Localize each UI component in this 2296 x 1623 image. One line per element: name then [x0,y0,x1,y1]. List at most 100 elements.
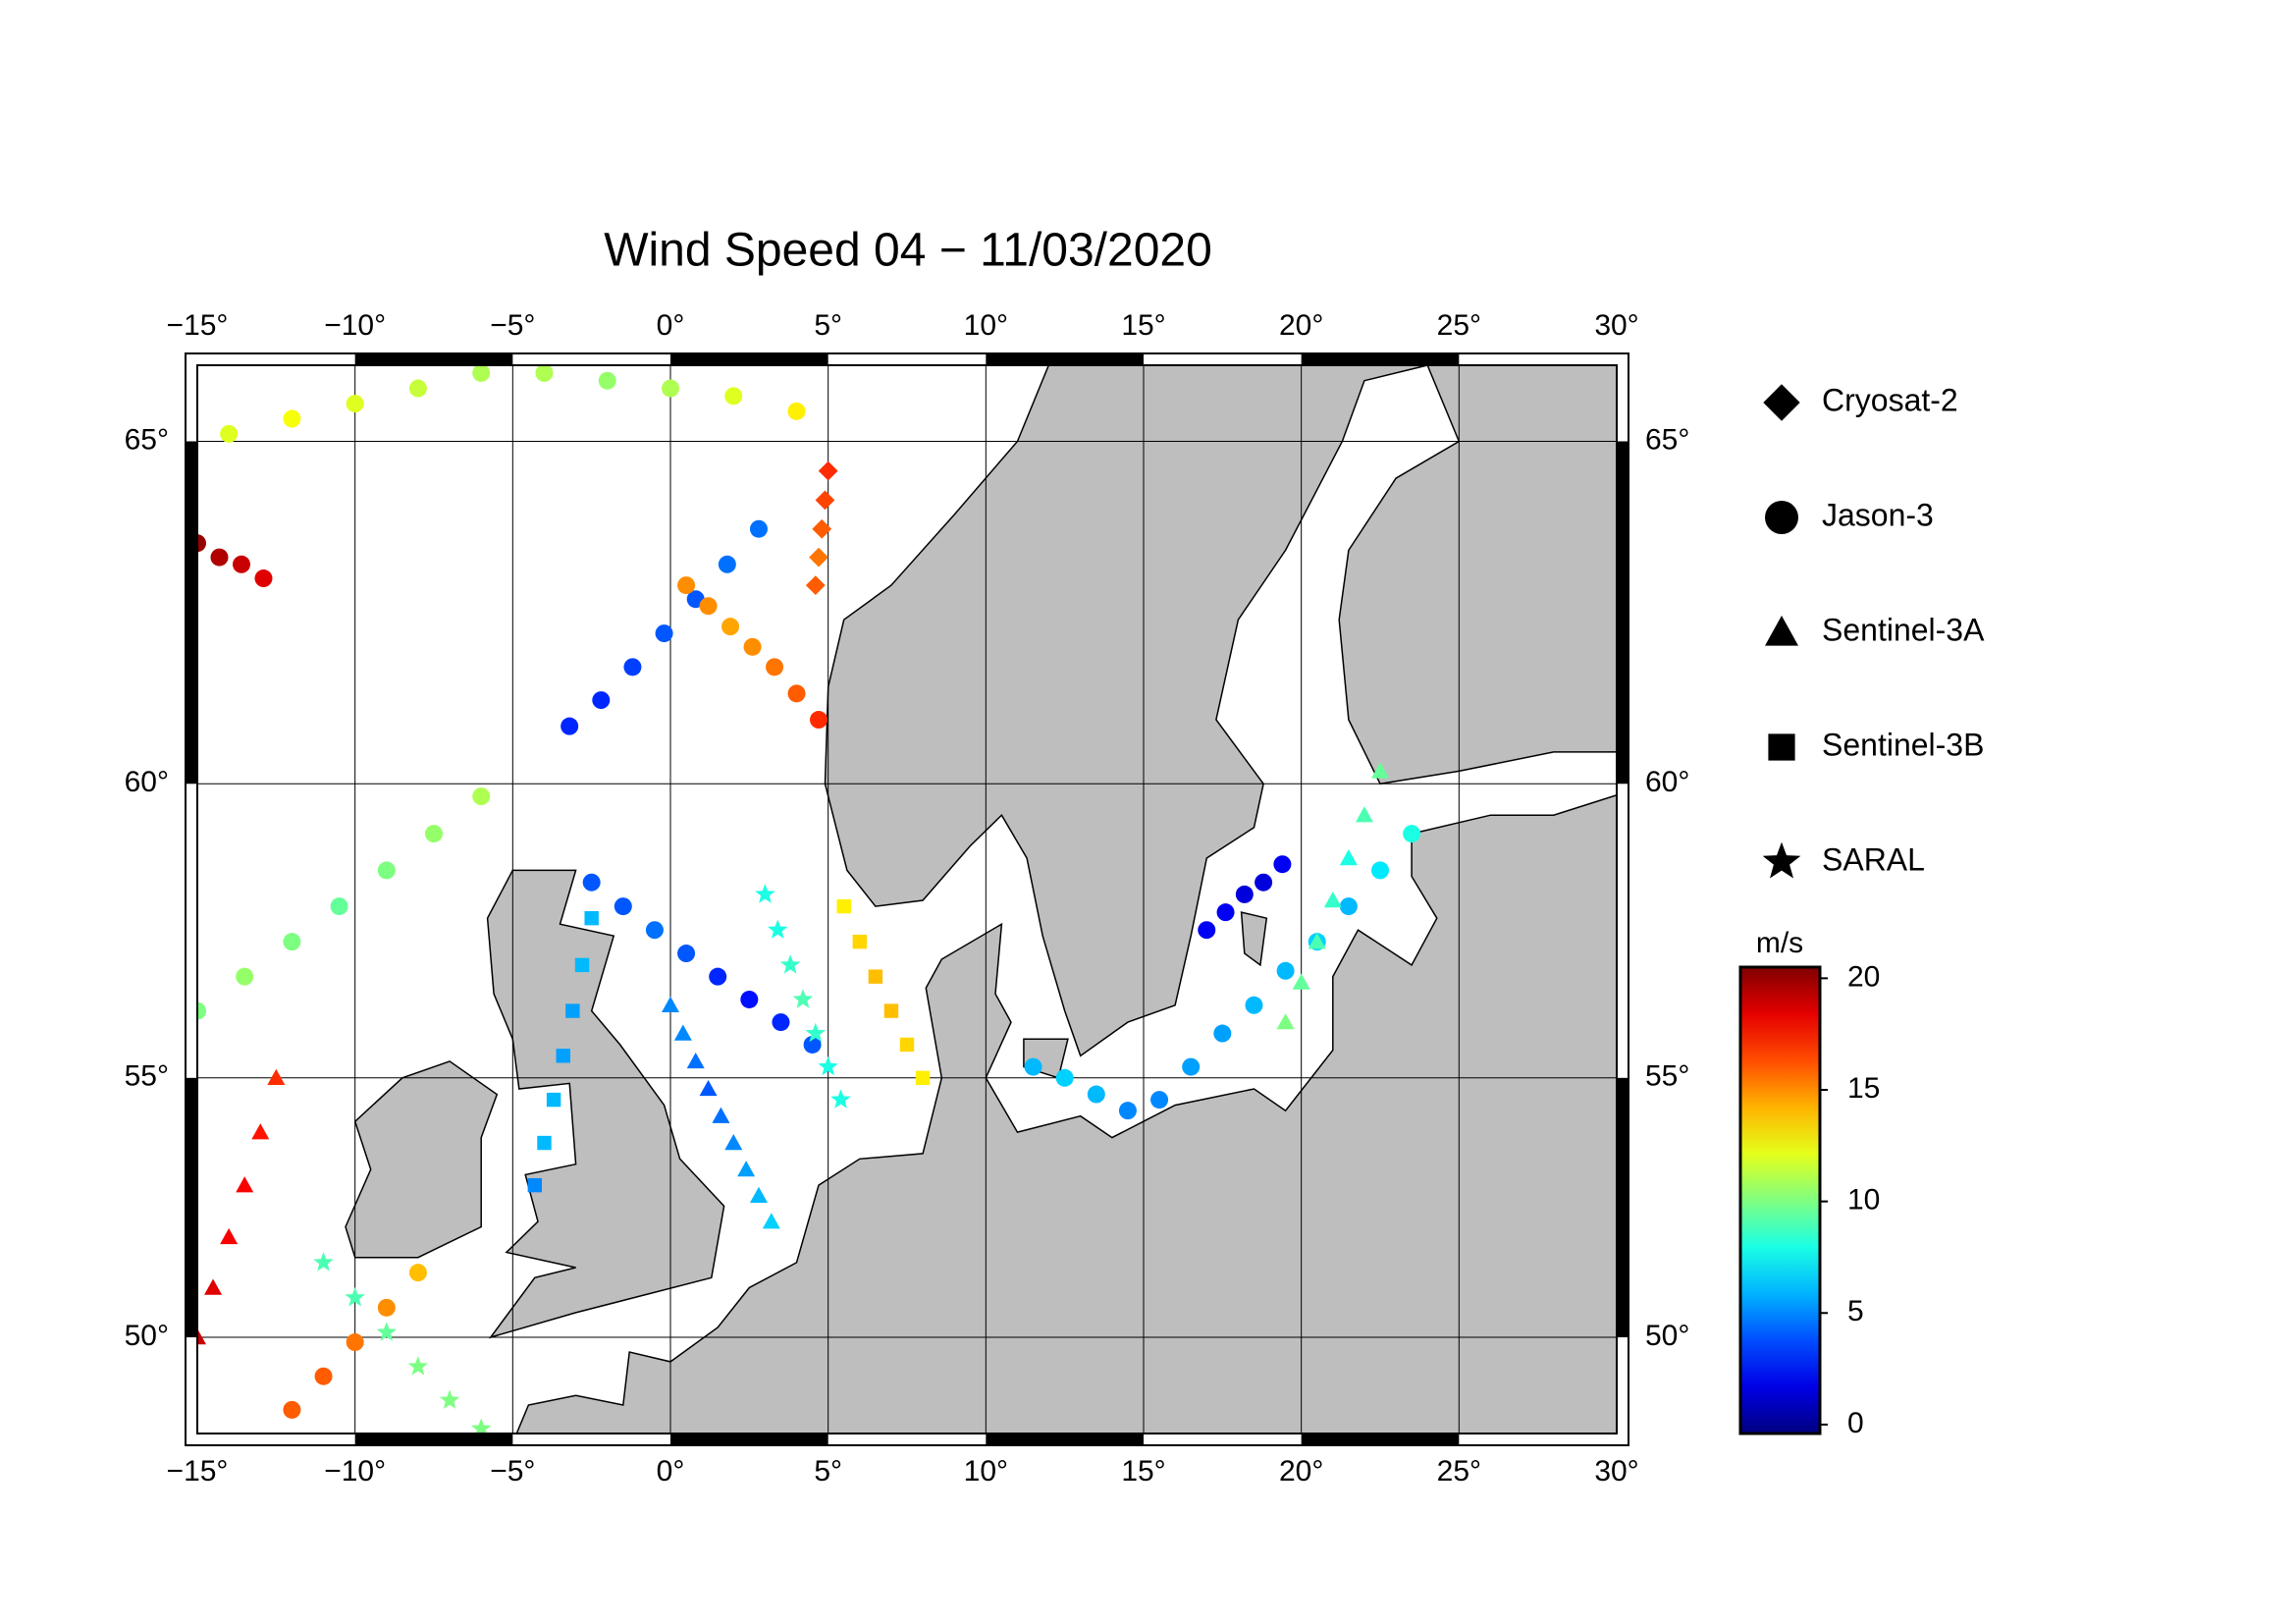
frame-band [1617,1077,1629,1338]
track-point [787,402,806,420]
track-point [809,547,828,568]
track-point [565,1003,580,1018]
track-point [408,379,427,398]
track-point [868,969,883,984]
legend-label: SARAL [1822,841,1925,877]
legend-label: Jason-3 [1822,497,1934,532]
track-point [254,569,273,588]
track-point [721,618,740,636]
track-point [1273,855,1292,874]
legend-label: Sentinel-3A [1822,612,1985,647]
lon-label-bottom: −15° [167,1455,229,1488]
lat-label-right: 60° [1645,766,1689,798]
track-point [766,658,784,676]
tick-labels: −15° −15° −10° −10° −5° −5° 0° 0° 5° 5° 10° 10° 15° 1… [125,309,1690,1488]
track-point [236,967,254,986]
track-point [598,371,616,390]
track-point [805,1022,827,1043]
track-point [1024,1057,1042,1076]
track-point [283,409,301,428]
track-point [712,1107,730,1123]
track-point [376,1322,398,1341]
land [345,1060,499,1259]
frame-inner [196,364,1618,1434]
track-point [1292,973,1310,990]
legend-label: Sentinel-3B [1822,727,1984,762]
lon-label-bottom: 20° [1279,1455,1323,1488]
frame-band [670,353,828,365]
lon-label-bottom: 0° [657,1455,685,1488]
track-point [699,597,718,616]
track-point [1371,861,1389,880]
frame-band [354,353,513,365]
track-point [561,717,579,735]
lon-label-top: 30° [1594,309,1638,342]
track-point [787,684,806,703]
track-point [718,555,736,573]
track-point [772,1013,790,1032]
track-point [527,1177,543,1193]
track-point [662,379,679,398]
frame-band [986,353,1144,365]
lat-label-left: 55° [125,1060,169,1093]
colorbar-label: 10 [1847,1184,1880,1217]
lon-label-bottom: 30° [1594,1455,1638,1488]
track-point [1055,1068,1074,1087]
track-point [574,957,590,973]
track-point [673,1024,692,1041]
colorbar-label: 0 [1847,1407,1864,1439]
track-point [709,967,727,986]
track-point [818,1055,838,1076]
lon-label-bottom: −5° [490,1455,535,1488]
track-point [1216,903,1235,922]
track-point [699,1079,718,1097]
legend-marker [1762,841,1801,879]
lon-label-top: 25° [1437,309,1481,342]
track-point [439,1389,460,1409]
track-point [614,897,632,916]
land [486,869,725,1339]
track-point [535,365,554,382]
track-point [377,1298,396,1317]
track-point [1371,762,1389,779]
frame-band [1301,1434,1460,1445]
track-point [220,1227,239,1245]
track-point [662,996,679,1012]
track-point [755,884,775,903]
colorbar-label: 20 [1847,960,1880,993]
legend-marker [1765,616,1798,646]
track-point [815,490,835,511]
track-point [472,365,491,382]
lat-label-right: 55° [1645,1060,1689,1093]
colorbar-ramp [1738,965,1822,1435]
lat-label-left: 65° [125,423,169,456]
lat-label-left: 50° [125,1320,169,1352]
track-point [472,787,491,806]
colorbar: m/s 0 5 10 15 20 [1738,927,1880,1439]
lat-label-right: 65° [1645,423,1689,456]
track-point [1276,1013,1295,1030]
frame-band [186,1077,197,1338]
track-point [677,945,696,963]
track-point [546,1092,561,1108]
lon-label-top: 0° [657,309,685,342]
tracks [197,365,1421,1434]
track-point [283,933,301,951]
frame-band [1301,353,1460,365]
track-point [313,1252,334,1271]
track-point [314,1367,333,1385]
frame-band [354,1434,513,1445]
track-point [267,1068,286,1086]
track-point [749,519,768,538]
track-point [1308,933,1326,949]
lat-label-left: 60° [125,766,169,798]
land-layer [345,365,1617,1434]
track-point [1276,961,1295,980]
track-point [1255,873,1273,892]
track-point [768,919,788,939]
track-point [1323,892,1342,908]
lon-label-bottom: −10° [324,1455,386,1488]
legend-marker [1763,384,1800,421]
lat-label-right: 50° [1645,1320,1689,1352]
